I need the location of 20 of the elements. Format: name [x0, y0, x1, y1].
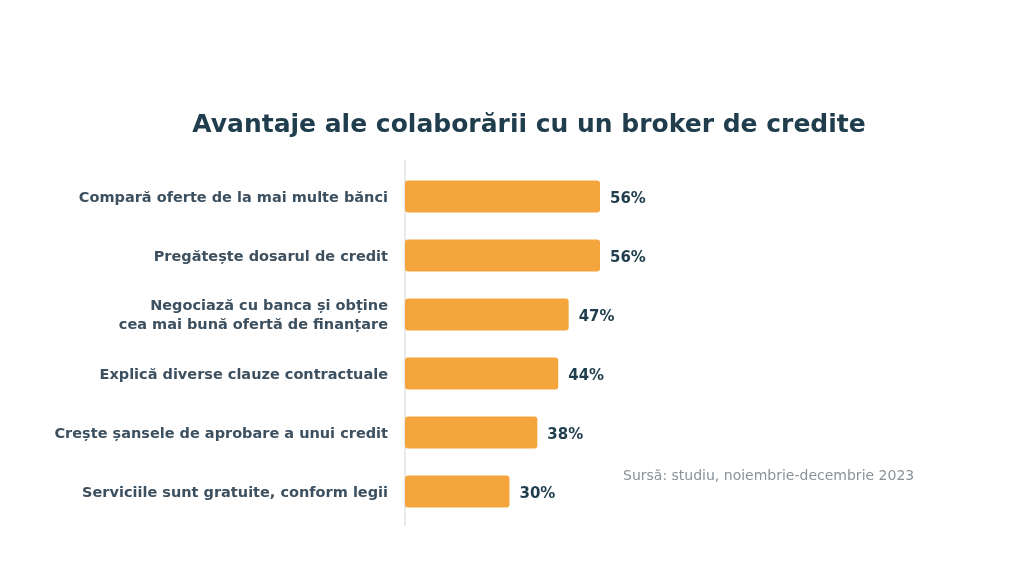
bar [405, 475, 510, 508]
bar [405, 416, 538, 449]
data-label: 56% [610, 188, 646, 207]
data-label: 38% [547, 424, 584, 443]
y-tick-label: Serviciile sunt gratuite, conform legii [82, 483, 388, 500]
y-tick-label: Pregătește dosarul de credit [153, 247, 389, 265]
bar [405, 180, 600, 213]
y-tick-label: Negociază cu banca și obține cea mai bună ofertă de finanțare [118, 297, 389, 333]
y-tick-label: Compară oferte de la mai multe bănci [78, 188, 388, 205]
data-label: 56% [610, 247, 646, 266]
text: Sursă: studiu, noiembrie-decembrie 2023 [623, 467, 915, 483]
y-tick-label: Crește șansele de aprobare a unui credit [54, 424, 389, 442]
bar [405, 239, 600, 272]
data-label: 30% [519, 483, 556, 502]
bar [405, 298, 569, 331]
chart-title: Avantaje ale colaborării cu un broker de credite [192, 109, 866, 138]
bar [405, 357, 559, 390]
data-label: 47% [578, 306, 615, 325]
data-label: 44% [568, 365, 605, 384]
y-tick-label: Explică diverse clauze contractuale [99, 365, 389, 382]
